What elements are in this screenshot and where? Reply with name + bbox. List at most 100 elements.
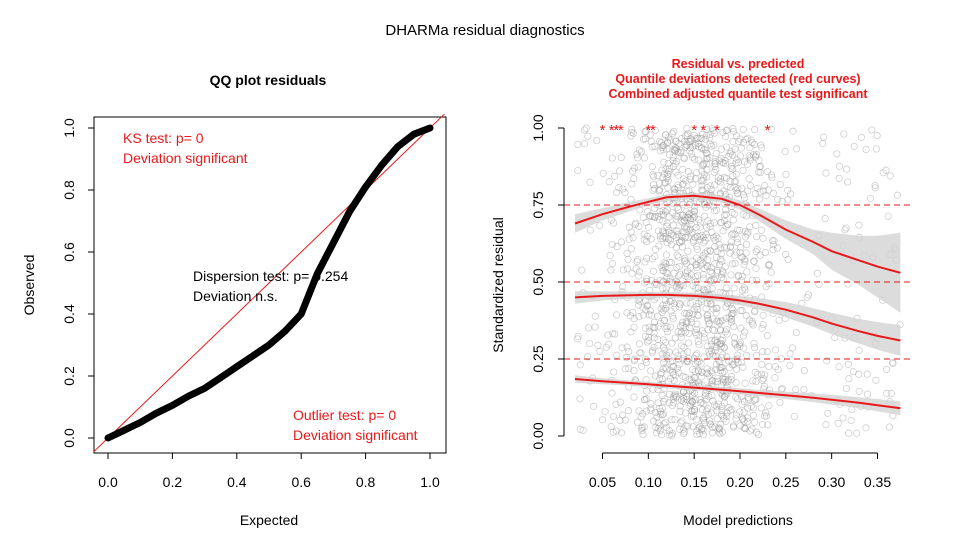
residual-point: [850, 142, 858, 150]
residual-point: [672, 233, 680, 242]
residual-point: [734, 272, 742, 281]
residual-point: [748, 276, 756, 284]
residual-point: [675, 283, 683, 291]
residual-point: [574, 332, 582, 340]
residual-point: [677, 322, 685, 330]
residual-point: [743, 240, 751, 248]
residual-point: [720, 243, 728, 251]
residual-point: [883, 389, 891, 397]
residual-point: [616, 398, 624, 406]
residual-point: [750, 140, 758, 148]
residual-point: [695, 330, 703, 339]
residual-point: [747, 136, 755, 144]
residual-point: [632, 219, 640, 227]
residual-point: [680, 216, 688, 224]
residual-point: [769, 189, 777, 197]
residual-point: [745, 175, 753, 183]
residual-point: [651, 408, 660, 417]
residual-point: [724, 221, 732, 229]
residual-point: [731, 340, 740, 349]
residual-point: [681, 309, 689, 317]
outlier-test-label: Outlier test: p= 0: [293, 407, 396, 423]
residual-point: [685, 214, 693, 222]
residual-point: [747, 402, 755, 410]
residual-point: [732, 365, 741, 373]
qq-x-tick-label: 0.2: [163, 474, 183, 490]
residual-point: [651, 245, 660, 253]
residual-point: [641, 324, 649, 332]
residual-point: [730, 334, 739, 342]
residual-point: [654, 212, 662, 220]
residual-point: [650, 329, 658, 337]
residual-point: [624, 407, 633, 415]
residual-point: [706, 220, 714, 228]
rv-y-tick-label: 0.00: [530, 422, 546, 449]
residual-point: [682, 225, 690, 233]
residual-point: [689, 238, 697, 246]
residual-point: [671, 415, 679, 424]
residual-point: [753, 370, 762, 378]
residual-point: [769, 237, 777, 245]
residual-point: [667, 258, 676, 267]
residual-point: [693, 325, 701, 334]
residual-point: [742, 249, 750, 257]
residual-point: [656, 427, 664, 435]
residual-point: [691, 395, 699, 404]
residual-point: [679, 200, 687, 208]
residual-point: [678, 417, 686, 425]
residual-point: [755, 195, 763, 203]
residual-point: [722, 206, 730, 214]
residual-point: [694, 366, 702, 374]
residual-point: [683, 299, 691, 307]
residual-point: [707, 421, 715, 429]
residual-point: [651, 372, 660, 380]
residual-point: [681, 132, 689, 140]
residual-point: [835, 174, 843, 182]
residual-point: [753, 276, 761, 285]
residual-point: [760, 382, 769, 391]
residual-point: [669, 199, 677, 207]
residual-point: [740, 260, 748, 269]
qq-axes: 0.0 0.2 0.4 0.6 0.8 1.0 0.0 0.2 0.4 0.6 0.8 1.0: [61, 118, 440, 490]
residual-point: [727, 318, 735, 326]
residual-point: [668, 357, 676, 365]
residual-point: [706, 246, 714, 255]
residual-point: [679, 397, 687, 406]
residual-point: [599, 169, 607, 177]
residual-point: [804, 291, 812, 299]
residual-point: [712, 402, 720, 410]
residual-point: [686, 210, 694, 218]
residual-point: [767, 125, 775, 133]
residual-point: [642, 127, 650, 135]
residual-point: [841, 226, 849, 234]
residual-point: [706, 130, 714, 138]
residual-point: [696, 395, 704, 404]
residual-point: [789, 127, 797, 135]
residual-point: [790, 412, 798, 421]
residual-point: [640, 230, 648, 238]
residual-point: [689, 257, 697, 265]
residual-point: [734, 190, 742, 198]
residual-point: [651, 185, 659, 193]
residual-point: [590, 402, 598, 410]
residual-point: [617, 238, 626, 246]
residual-point: [717, 145, 726, 153]
residual-point: [727, 231, 736, 239]
qq-y-tick-label: 0.4: [61, 304, 77, 324]
residual-point: [782, 250, 790, 258]
residual-point: [690, 131, 698, 139]
residual-point: [635, 340, 644, 348]
residual-point: [683, 357, 691, 365]
residual-point: [681, 137, 689, 145]
residual-point: [677, 419, 685, 427]
residual-point: [762, 412, 770, 420]
residual-point: [596, 347, 604, 355]
residual-point: [626, 312, 634, 320]
residual-point: [648, 347, 656, 355]
residual-point: [692, 331, 700, 339]
residual-point: [693, 242, 701, 251]
residual-point: [658, 166, 666, 174]
residual-point: [751, 152, 760, 160]
residual-point: [664, 184, 672, 192]
residual-point: [711, 158, 719, 166]
